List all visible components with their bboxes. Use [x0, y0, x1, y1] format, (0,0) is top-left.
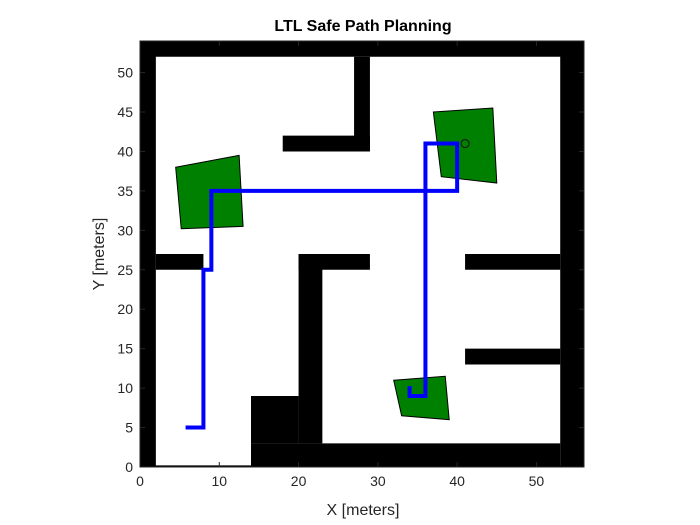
tick-layer: 0 10 20 30 40 50 0 5 10 15 20 25 30 35 40 45 50: [117, 41, 584, 489]
obstacle-right-shelf-upper: [465, 254, 561, 270]
x-axis-label: X [meters]: [327, 502, 400, 519]
y-tick-label: 10: [117, 380, 133, 396]
y-tick-label: 50: [117, 65, 133, 81]
y-tick-label: 15: [117, 341, 133, 357]
marker-layer: [460, 138, 470, 149]
goal-marker: [460, 138, 470, 149]
x-tick-label: 30: [370, 473, 386, 489]
obstacle-bottom-block: [251, 443, 561, 467]
x-tick-label: 10: [211, 473, 227, 489]
x-tick-label: 0: [136, 473, 144, 489]
y-tick-label: 30: [117, 222, 133, 238]
obstacle-horizontal-wall-center: [298, 254, 370, 270]
chart-title: LTL Safe Path Planning: [274, 18, 451, 35]
obstacle-wall-left: [140, 41, 156, 467]
region-top-right: [432, 107, 498, 184]
obstacle-right-shelf-lower: [465, 348, 561, 365]
plot-area: [140, 41, 584, 467]
obstacle-layer: [140, 41, 584, 467]
obstacle-top-vertical: [354, 56, 370, 152]
x-tick-label: 20: [291, 473, 307, 489]
path-series-0: [185, 141, 460, 430]
x-tick-label: 40: [449, 473, 465, 489]
obstacle-lower-left-block: [251, 396, 299, 444]
axes-box: [139, 40, 585, 468]
y-tick-label: 0: [125, 459, 133, 475]
y-axis-label: Y [meters]: [91, 218, 108, 291]
y-tick-label: 25: [117, 262, 133, 278]
path-layer: [185, 141, 460, 430]
obstacle-wall-top: [140, 41, 584, 57]
y-tick-label: 20: [117, 301, 133, 317]
y-tick-label: 40: [117, 143, 133, 159]
x-tick-label: 50: [529, 473, 545, 489]
y-tick-label: 35: [117, 183, 133, 199]
y-tick-label: 45: [117, 104, 133, 120]
obstacle-vertical-wall-center: [298, 254, 323, 444]
obstacle-wall-right: [560, 41, 584, 467]
y-tick-label: 5: [125, 420, 133, 436]
obstacle-left-shelf: [155, 254, 204, 270]
obstacle-top-horizontal: [282, 135, 370, 152]
